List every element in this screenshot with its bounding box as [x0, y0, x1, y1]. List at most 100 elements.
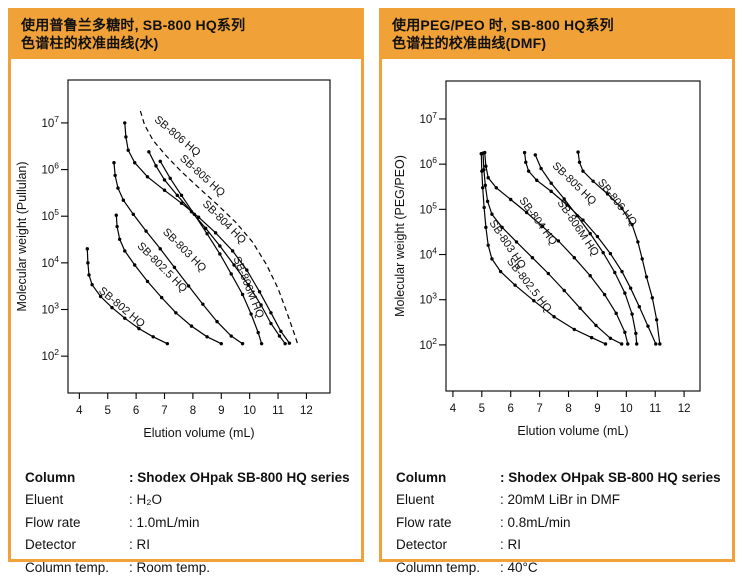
data-point: [620, 206, 624, 211]
data-point: [186, 284, 191, 288]
data-point: [189, 324, 194, 328]
panel-title-line1: 使用普鲁兰多糖时, SB-800 HQ系列: [21, 17, 246, 33]
data-point: [179, 201, 184, 205]
data-point: [654, 318, 659, 322]
info-row-flow-rate: Flow rate : 1.0mL/min: [25, 512, 361, 535]
data-point: [123, 121, 127, 125]
data-point: [581, 218, 585, 222]
info-label: Column: [25, 469, 76, 485]
data-point: [588, 231, 592, 236]
y-tick-label: 105: [419, 200, 437, 216]
data-point: [218, 252, 222, 256]
data-point: [636, 240, 640, 244]
data-point: [572, 255, 577, 260]
data-point: [591, 179, 595, 183]
data-point: [165, 341, 170, 346]
x-tick-label: 6: [508, 403, 514, 415]
calibration-chart-dmf: 102 103 104 105 106 107 4 5 6 7 8 9 10 11 12 Elution vo…: [393, 80, 701, 438]
data-point: [126, 148, 130, 152]
x-tick-label: 12: [300, 405, 313, 417]
data-point: [640, 257, 644, 261]
data-point: [601, 250, 605, 255]
data-point: [137, 326, 141, 331]
y-tick-exponent: 6: [432, 155, 437, 165]
data-point: [562, 197, 566, 201]
data-point: [634, 331, 638, 336]
data-point: [562, 288, 566, 293]
x-tick-label: 5: [479, 403, 485, 415]
y-tick-label: 106: [41, 160, 59, 176]
data-point: [192, 212, 197, 216]
data-point: [114, 213, 118, 217]
info-label: Flow rate: [396, 514, 452, 530]
y-tick-label: 107: [419, 110, 437, 126]
data-point: [158, 247, 162, 251]
data-point: [486, 243, 490, 247]
y-tick-exponent: 5: [432, 200, 437, 210]
data-point: [175, 193, 179, 197]
info-value: : 40°C: [500, 559, 538, 575]
data-point: [287, 341, 292, 345]
plot-frame: [445, 80, 701, 392]
data-point: [117, 237, 122, 241]
x-tick-label: 5: [105, 405, 111, 417]
chart-area-dmf: 102 103 104 105 106 107 4 5 6 7 8 9 10 11 12 Elution vo…: [382, 59, 732, 441]
data-point: [483, 183, 487, 187]
data-point: [201, 302, 205, 306]
data-point: [123, 249, 127, 253]
data-point: [232, 263, 236, 267]
data-point: [483, 150, 487, 155]
data-point: [219, 341, 223, 346]
data-point: [500, 225, 504, 229]
info-value: : Shodex OHpak SB-800 HQ series: [129, 469, 350, 485]
series-curve: [480, 153, 606, 345]
y-tick-label: 104: [419, 245, 437, 261]
data-point: [630, 222, 634, 227]
y-tick-exponent: 2: [54, 347, 59, 357]
series-label: SB-805 HQ: [177, 153, 227, 200]
data-point: [196, 215, 201, 219]
data-point: [646, 324, 650, 328]
series-label: SB-804 HQ: [516, 195, 559, 248]
info-label: Column: [396, 469, 447, 485]
series-label: SB-806M HQ: [554, 197, 601, 258]
data-point: [509, 197, 513, 202]
series-label: SB-806 HQ: [152, 114, 203, 160]
data-point: [98, 294, 103, 299]
data-point: [608, 336, 613, 340]
data-point: [145, 175, 150, 179]
chart-area-water: 102 103 104 105 106 107 4 5 6 7 8 9 10 11 12 Elution vo…: [11, 59, 361, 441]
info-value: : 1.0mL/min: [129, 514, 200, 530]
data-point: [490, 257, 494, 261]
data-point: [179, 193, 184, 197]
panel-title-line2: 色谱柱的校准曲线(DMF): [392, 35, 547, 52]
y-axis-title: Molecular weight (Pullulan): [15, 161, 29, 311]
data-point: [524, 210, 529, 215]
series-curve: [482, 153, 622, 345]
data-point: [581, 169, 585, 173]
info-row-detector: Detector : RI: [25, 534, 361, 557]
x-tick-label: 10: [243, 405, 256, 417]
data-point: [259, 341, 264, 346]
data-point: [577, 160, 582, 164]
data-point: [522, 150, 527, 155]
data-point: [145, 279, 150, 284]
data-point: [131, 212, 135, 216]
panel-dmf: 使用PEG/PEO 时, SB-800 HQ系列 色谱柱的校准曲线(DMF) 1…: [379, 8, 735, 575]
data-point: [658, 342, 662, 346]
data-point: [256, 330, 260, 335]
series-label: SB-806 HQ: [595, 177, 639, 229]
data-point: [539, 166, 543, 171]
info-row-column: Column : Shodex OHpak SB-800 HQ series: [396, 467, 732, 490]
data-point: [635, 342, 639, 346]
data-point: [147, 150, 151, 154]
data-point: [602, 292, 607, 297]
data-point: [133, 263, 137, 267]
data-point: [552, 314, 556, 319]
y-tick-exponent: 4: [54, 254, 59, 264]
data-point: [123, 316, 127, 320]
data-point: [526, 169, 531, 173]
panel-title-line2: 色谱柱的校准曲线(水): [21, 35, 159, 52]
info-value: : 20mM LiBr in DMF: [500, 492, 621, 508]
